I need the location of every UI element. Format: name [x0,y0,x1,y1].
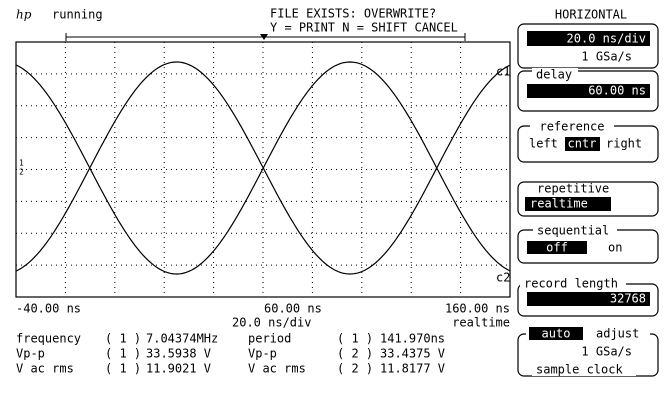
option-selected: cntr [568,137,597,151]
option: right [606,137,642,151]
axis-scale: 20.0 ns/div [232,316,311,330]
message: Y = PRINT N = SHIFT CANCEL [270,21,458,35]
timebase: 20.0 ns/div [567,32,646,46]
field [527,292,650,306]
title-gap [532,68,578,80]
title-gap [533,224,617,236]
adjust: adjust [596,327,639,341]
logo: hp [16,8,32,22]
measurement: 33.5938 V [146,347,211,361]
axis-left: -40.00 ns [16,302,81,316]
field [525,197,611,211]
softkey[interactable] [517,23,659,69]
measurement: 33.4375 V [380,347,445,361]
field [529,327,583,340]
field [565,137,600,151]
measurement: ( 1 ) [105,347,141,361]
title-gap [520,278,626,290]
axis-mode: realtime [452,316,510,330]
option: left [529,137,558,151]
measurement: ( 1 ) [337,332,373,346]
measurements: frequency ( 1 ) 7.04374MHz period ( 1 ) 141.9… [16,332,445,376]
channel-label: c2 [496,271,510,285]
title-gap [532,364,636,376]
axis-right: 160.00 ns [445,302,510,316]
delay-value: 60.00 ns [588,84,646,98]
measurement: 7.04374MHz [146,332,218,346]
record-length: 32768 [610,292,646,306]
measurement: frequency [16,332,81,346]
measurement: V ac rms [248,362,306,376]
channel-label: c1 [496,65,510,79]
softkey[interactable] [517,181,659,217]
delay-marker [260,34,268,40]
title-gap [530,120,614,132]
measurement: Vp-p [248,347,277,361]
softkey[interactable] [517,70,659,112]
measurement: period [248,332,291,346]
auto: auto [542,327,571,341]
field [527,31,650,46]
measurement: 11.9021 V [146,362,211,376]
option-selected: off [546,241,568,255]
status: running [52,8,103,22]
option: on [608,241,622,255]
measurement: Vp-p [16,347,45,361]
softkey-label: record length [524,277,618,291]
measurement: ( 2 ) [337,362,373,376]
measurement: ( 1 ) [105,332,141,346]
measurement: ( 1 ) [105,362,141,376]
waveform [15,61,511,275]
measurement: 11.8177 V [380,362,445,376]
ground-marker: 2 [19,168,24,177]
rate: 1 GSa/s [581,345,632,359]
axis-center: 60.00 ns [264,302,322,316]
measurement: ( 2 ) [337,347,373,361]
field [527,241,587,254]
softkey-label: sequential [537,224,609,238]
measurement: 141.970ns [380,332,445,346]
field [527,84,650,98]
softkey-label: sample clock [536,363,623,377]
panel-title: HORIZONTAL [555,8,627,22]
message: FILE EXISTS: OVERWRITE? [270,7,436,21]
waveforms [15,61,511,275]
repetitive-value: realtime [530,197,588,211]
softkey-label: repetitive [537,182,609,196]
measurement: V ac rms [16,362,74,376]
ground-marker: 1 [19,159,24,168]
softkey-label: delay [536,68,572,82]
softkey-label: reference [539,120,604,134]
rate: 1 GSa/s [581,50,632,64]
